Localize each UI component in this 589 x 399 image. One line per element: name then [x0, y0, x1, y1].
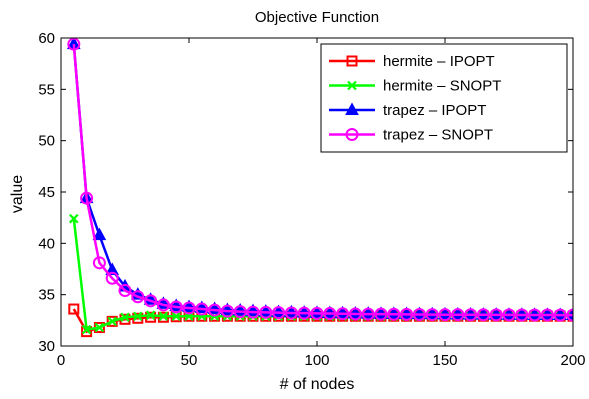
data-point-x — [145, 310, 156, 320]
data-point-circle — [438, 308, 452, 322]
data-point-circle — [464, 308, 478, 322]
data-point-circle — [195, 302, 209, 316]
data-point-circle — [348, 307, 362, 321]
data-point-circle — [118, 284, 132, 298]
data-point-circle — [566, 308, 573, 322]
data-point-circle — [540, 308, 554, 322]
legend: hermite – IPOPT hermite – SNOPT trapez – I… — [320, 43, 568, 153]
series-line-2 — [72, 218, 573, 332]
data-point-circle — [451, 308, 465, 322]
chart-title: Objective Function — [255, 9, 379, 26]
data-point-triangle — [425, 306, 440, 320]
x-tick-label: 0 — [57, 352, 65, 369]
data-point-circle — [144, 294, 158, 308]
data-point-circle — [387, 307, 401, 321]
data-point-circle — [553, 308, 567, 322]
data-point-circle — [131, 290, 145, 304]
y-tick-label: 35 — [38, 287, 55, 304]
legend-entry: trapez – IPOPT — [329, 102, 486, 119]
data-point-circle — [233, 305, 247, 319]
legend-entry: hermite – IPOPT — [329, 53, 495, 70]
data-point-circle — [323, 307, 337, 321]
data-point-x — [120, 312, 130, 323]
data-point-circle — [336, 307, 350, 321]
data-point-circle — [272, 306, 286, 320]
legend-marker-circle — [345, 128, 359, 141]
y-tick-label: 55 — [38, 81, 55, 98]
legend-label: trapez – IPOPT — [383, 102, 486, 119]
data-point-circle — [105, 271, 119, 285]
y-axis-label: value — [9, 175, 26, 213]
series-layer — [66, 38, 573, 338]
data-point-circle — [425, 308, 439, 322]
data-point-triangle — [92, 227, 107, 241]
data-point-circle — [284, 306, 298, 320]
data-point-triangle — [105, 262, 120, 276]
data-point-square — [106, 315, 118, 327]
data-point-circle — [169, 300, 183, 314]
x-axis-label: # of nodes — [280, 376, 355, 393]
data-point-circle — [208, 303, 222, 317]
data-point-square — [68, 303, 80, 315]
legend-label: hermite – SNOPT — [383, 78, 501, 95]
x-tick-label: 100 — [304, 352, 329, 369]
data-point-circle — [412, 307, 426, 321]
x-tick-label: 50 — [181, 352, 198, 369]
x-tick-label: 200 — [560, 352, 585, 369]
data-point-x — [69, 213, 79, 224]
data-point-circle — [297, 306, 311, 320]
data-point-x — [107, 316, 117, 327]
data-point-circle — [374, 307, 388, 321]
data-point-circle — [220, 304, 234, 318]
y-tick-label: 40 — [38, 235, 55, 252]
data-point-circle — [476, 308, 490, 322]
data-point-triangle — [348, 306, 363, 319]
data-point-triangle — [399, 306, 414, 320]
legend-label: trapez – SNOPT — [383, 127, 493, 144]
data-point-triangle — [438, 306, 452, 320]
data-point-circle — [528, 308, 542, 322]
data-point-x — [133, 311, 143, 322]
y-tick-label: 50 — [38, 133, 55, 150]
data-point-x — [158, 311, 169, 322]
legend-entry: hermite – SNOPT — [329, 78, 501, 95]
data-point-triangle — [310, 305, 324, 318]
data-point-square — [145, 311, 157, 323]
y-tick-label: 60 — [38, 30, 55, 47]
data-point-circle — [156, 298, 170, 312]
data-point-circle — [80, 191, 94, 205]
data-point-circle — [182, 301, 196, 315]
y-tick-label: 30 — [38, 338, 55, 355]
data-point-circle — [361, 307, 375, 321]
data-point-circle — [502, 308, 516, 322]
data-point-triangle — [322, 305, 337, 319]
data-point-circle — [92, 256, 106, 270]
ticks-layer: 0 50 100 150 200 30 35 40 45 50 55 60 — [38, 30, 585, 369]
data-point-circle — [67, 38, 81, 51]
data-point-x — [171, 311, 181, 322]
data-point-triangle — [386, 306, 401, 319]
data-point-x — [81, 324, 92, 335]
data-point-triangle — [374, 306, 388, 319]
y-tick-label: 45 — [38, 184, 55, 201]
legend-marker-triangle — [345, 102, 359, 115]
data-point-triangle — [361, 306, 376, 319]
legend-entry: trapez – SNOPT — [329, 127, 493, 144]
data-point-circle — [515, 308, 529, 322]
x-tick-label: 150 — [432, 352, 457, 369]
legend-label: hermite – IPOPT — [383, 53, 495, 70]
data-point-circle — [400, 307, 414, 321]
data-point-triangle — [412, 306, 427, 320]
data-point-circle — [489, 308, 503, 322]
data-point-circle — [246, 305, 260, 319]
data-point-square — [132, 312, 144, 324]
data-point-circle — [259, 305, 273, 319]
data-point-circle — [310, 306, 324, 320]
series-4 — [67, 38, 573, 322]
data-point-triangle — [335, 305, 350, 319]
data-point-x — [94, 322, 105, 333]
legend-marker-x — [347, 80, 357, 91]
legend-marker-square — [346, 55, 358, 67]
